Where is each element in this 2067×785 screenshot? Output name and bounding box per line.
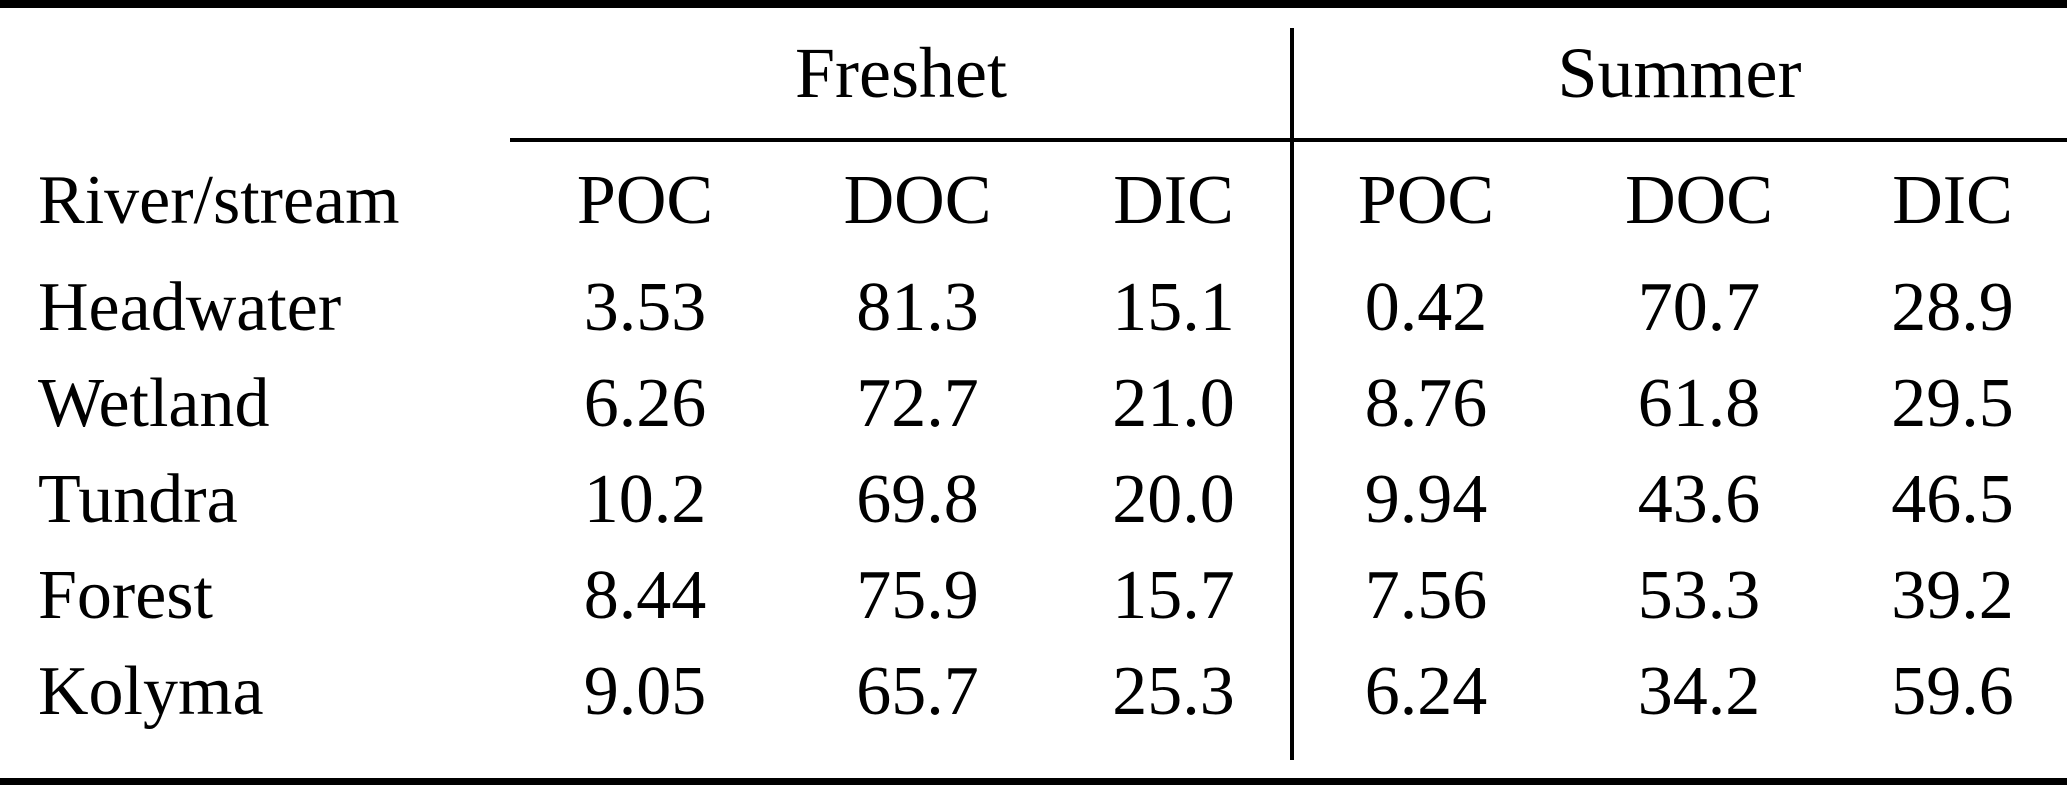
col-header-freshet-poc: POC bbox=[576, 162, 714, 239]
col-header-freshet-doc: DOC bbox=[843, 162, 992, 239]
cell-wetland-freshet-poc: 6.26 bbox=[583, 365, 707, 442]
cell-kolyma-summer-poc: 6.24 bbox=[1364, 653, 1488, 730]
cell-kolyma-freshet-doc: 65.7 bbox=[856, 653, 979, 730]
row-header-wetland: Wetland bbox=[38, 365, 270, 442]
cell-forest-freshet-poc: 8.44 bbox=[583, 557, 707, 634]
cell-headwater-summer-dic: 28.9 bbox=[1891, 269, 2014, 346]
cell-forest-summer-dic: 39.2 bbox=[1891, 557, 2014, 634]
group-header-rule bbox=[510, 138, 2067, 142]
bottom-spacer bbox=[0, 740, 2067, 778]
cell-tundra-summer-dic: 46.5 bbox=[1891, 461, 2014, 538]
cell-headwater-freshet-doc: 81.3 bbox=[856, 269, 979, 346]
cell-forest-summer-poc: 7.56 bbox=[1364, 557, 1488, 634]
cell-wetland-summer-poc: 8.76 bbox=[1364, 365, 1488, 442]
col-header-freshet-dic: DIC bbox=[1113, 162, 1234, 239]
cell-headwater-freshet-poc: 3.53 bbox=[583, 269, 707, 346]
row-header-headwater: Headwater bbox=[38, 269, 342, 346]
cell-kolyma-summer-dic: 59.6 bbox=[1891, 653, 2014, 730]
cell-tundra-freshet-dic: 20.0 bbox=[1112, 461, 1235, 538]
cell-headwater-freshet-dic: 15.1 bbox=[1112, 269, 1235, 346]
group-divider-rule bbox=[1290, 28, 1294, 760]
cell-tundra-summer-poc: 9.94 bbox=[1364, 461, 1488, 538]
cell-kolyma-summer-doc: 34.2 bbox=[1637, 653, 1761, 730]
col-header-summer-dic: DIC bbox=[1892, 162, 2013, 239]
cell-forest-freshet-doc: 75.9 bbox=[856, 557, 979, 634]
cell-tundra-freshet-doc: 69.8 bbox=[856, 461, 979, 538]
group-header-summer: Summer bbox=[1557, 33, 1802, 113]
cell-forest-summer-doc: 53.3 bbox=[1637, 557, 1761, 634]
cell-kolyma-freshet-dic: 25.3 bbox=[1112, 653, 1235, 730]
cell-wetland-summer-doc: 61.8 bbox=[1637, 365, 1761, 442]
cell-tundra-freshet-poc: 10.2 bbox=[583, 461, 707, 538]
col-header-summer-poc: POC bbox=[1357, 162, 1495, 239]
cell-tundra-summer-doc: 43.6 bbox=[1637, 461, 1761, 538]
cell-wetland-freshet-doc: 72.7 bbox=[856, 365, 979, 442]
group-header-freshet: Freshet bbox=[795, 33, 1007, 113]
cell-headwater-summer-poc: 0.42 bbox=[1364, 269, 1488, 346]
cell-wetland-summer-dic: 29.5 bbox=[1891, 365, 2014, 442]
row-header-tundra: Tundra bbox=[38, 461, 238, 538]
row-header-kolyma: Kolyma bbox=[38, 653, 264, 730]
row-header-forest: Forest bbox=[38, 557, 213, 634]
cell-headwater-summer-doc: 70.7 bbox=[1637, 269, 1761, 346]
row-header-label: River/stream bbox=[38, 162, 400, 239]
cell-kolyma-freshet-poc: 9.05 bbox=[583, 653, 707, 730]
cell-forest-freshet-dic: 15.7 bbox=[1112, 557, 1235, 634]
col-header-summer-doc: DOC bbox=[1625, 162, 1773, 239]
group-header-empty-cell bbox=[0, 8, 510, 138]
table-grid: Freshet Summer River/stream POC DOC DIC … bbox=[0, 8, 2067, 778]
cell-wetland-freshet-dic: 21.0 bbox=[1112, 365, 1235, 442]
